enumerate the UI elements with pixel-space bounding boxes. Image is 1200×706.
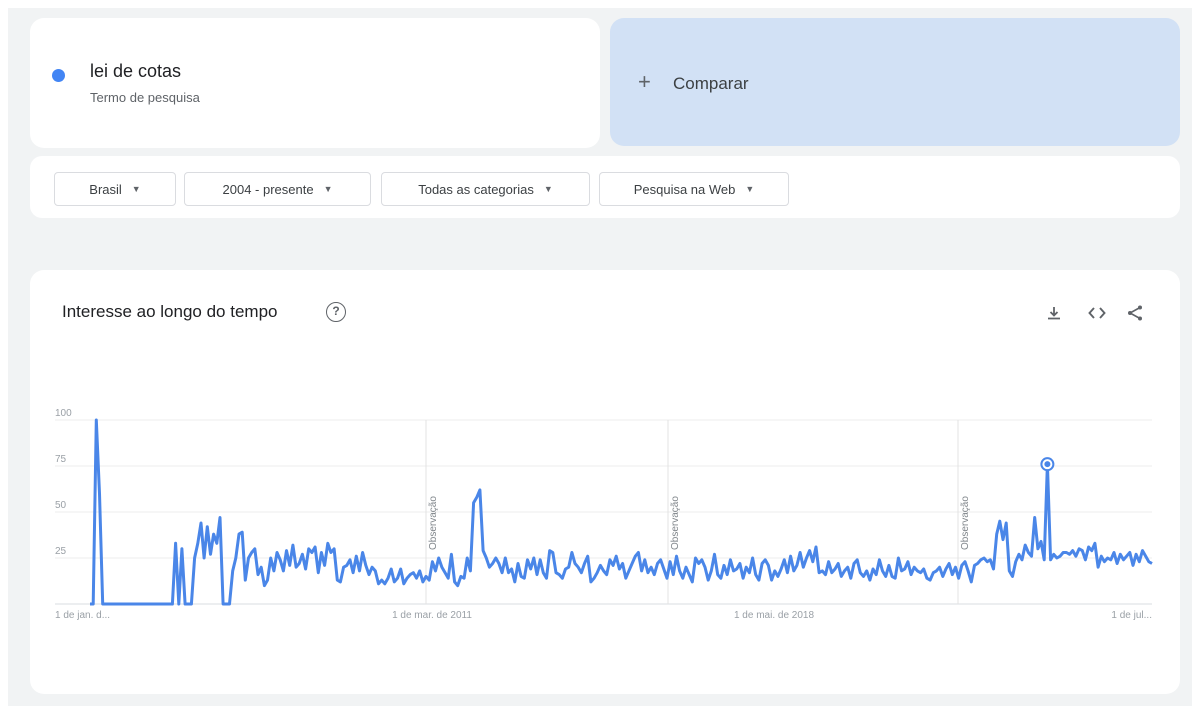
compare-button[interactable]	[610, 18, 1180, 146]
dropdown-arrow-icon: ▼	[323, 184, 333, 194]
y-tick-label: 50	[55, 500, 67, 511]
y-tick-label: 25	[55, 546, 67, 557]
filter-label: Pesquisa na Web	[633, 181, 736, 197]
series-line	[90, 418, 1153, 606]
y-tick-label: 100	[55, 408, 72, 419]
hover-point-marker-dot	[1044, 461, 1051, 468]
annotation-label: Observação	[428, 496, 439, 550]
dropdown-arrow-icon: ▼	[543, 184, 553, 194]
filter-region-dropdown[interactable]: Brasil ▼	[54, 172, 176, 206]
x-tick-label: 1 de jul...	[1111, 610, 1152, 621]
annotation-label: Observação	[960, 496, 971, 550]
compare-label: Comparar	[673, 74, 749, 93]
chart-title: Interesse ao longo do tempo	[62, 302, 278, 321]
embed-code-icon[interactable]	[1086, 302, 1108, 324]
x-tick-label: 1 de mar. de 2011	[392, 610, 472, 621]
share-icon[interactable]	[1124, 302, 1146, 324]
x-tick-label: 1 de jan. d...	[55, 610, 110, 621]
search-term-subtitle: Termo de pesquisa	[90, 90, 200, 105]
dropdown-arrow-icon: ▼	[745, 184, 755, 194]
filter-label: Brasil	[89, 181, 122, 197]
filter-label: Todas as categorias	[418, 181, 534, 197]
search-term-name[interactable]: lei de cotas	[90, 61, 182, 81]
series-color-dot	[52, 69, 65, 82]
filter-search-type-dropdown[interactable]: Pesquisa na Web ▼	[599, 172, 789, 206]
x-tick-label: 1 de mai. de 2018	[734, 610, 814, 621]
plus-icon: +	[638, 69, 651, 94]
annotation-label: Observação	[670, 496, 681, 550]
filter-label: 2004 - presente	[222, 181, 314, 197]
interest-over-time-card	[30, 270, 1180, 694]
dropdown-arrow-icon: ▼	[131, 184, 141, 194]
filter-period-dropdown[interactable]: 2004 - presente ▼	[184, 172, 371, 206]
search-term-card[interactable]	[30, 18, 600, 148]
filter-category-dropdown[interactable]: Todas as categorias ▼	[381, 172, 590, 206]
help-circle-icon[interactable]: ?	[326, 302, 346, 322]
y-tick-label: 75	[55, 454, 67, 465]
download-icon[interactable]	[1043, 302, 1065, 324]
